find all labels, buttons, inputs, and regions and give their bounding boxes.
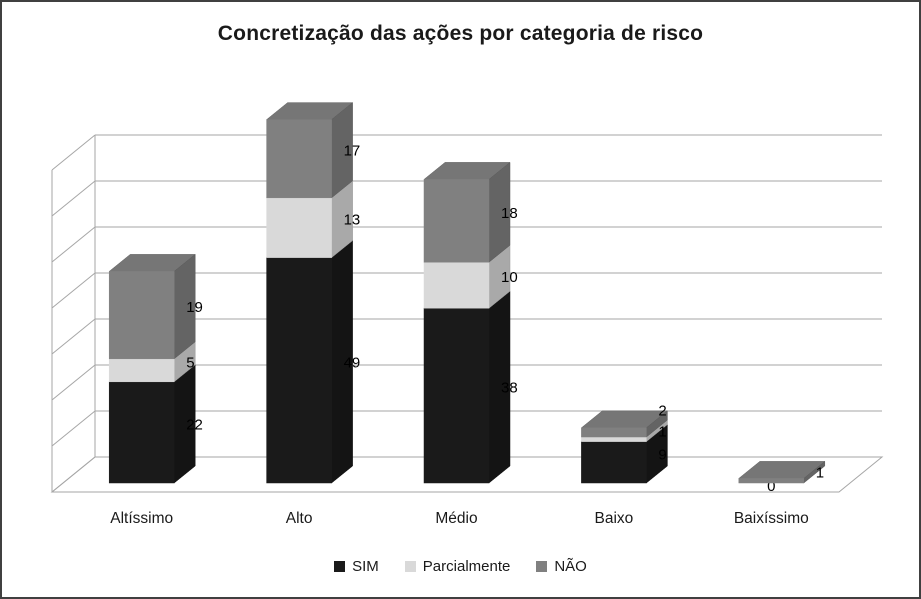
legend-label-parcialmente: Parcialmente	[422, 558, 511, 575]
bar-segment-c2-s1-front-face	[423, 261, 490, 309]
legend-item-nao: NÃO	[536, 558, 587, 575]
data-label-c3-s2: 2	[658, 402, 666, 419]
bar-segment-c0-s2-front-face	[108, 271, 175, 360]
legend-swatch-nao	[536, 561, 548, 572]
bar-segment-c3-s1-front-face	[581, 436, 647, 442]
gridline-depth-connector	[51, 226, 96, 263]
data-label-c1-s2: 17	[344, 143, 361, 160]
data-label-c3-s1: 1	[658, 423, 666, 440]
bar-segment-c0-s0-front-face	[108, 381, 175, 484]
bar-segment-c0-s1-front-face	[108, 358, 175, 383]
bar-segment-c3-s0-front-face	[581, 441, 647, 484]
data-label-c4-s0: 0	[767, 478, 775, 495]
bar-segment-c1-s1-front-face	[266, 197, 332, 258]
gridline-depth-connector	[51, 180, 96, 217]
gridline-depth-connector	[51, 410, 96, 447]
legend-label-sim: SIM	[352, 558, 379, 575]
bar-segment-c1-s2-front-face	[266, 119, 332, 199]
data-label-c0-s2: 19	[186, 299, 203, 316]
category-label-3: Baixo	[595, 510, 634, 527]
legend: SIM Parcialmente NÃO	[2, 558, 919, 575]
gridline-depth-connector	[51, 364, 96, 401]
category-label-0: Altíssimo	[110, 510, 173, 527]
data-label-c2-s1: 10	[501, 269, 518, 286]
bar-segment-c3-s2-front-face	[581, 427, 647, 438]
data-label-c4-s2: 1	[816, 465, 824, 482]
data-label-c0-s1: 5	[186, 354, 194, 371]
legend-item-sim: SIM	[334, 558, 379, 575]
legend-item-parcialmente: Parcialmente	[404, 558, 511, 575]
gridline-depth-connector	[51, 272, 96, 309]
bar-segment-c2-s0-front-face	[423, 307, 490, 484]
data-label-c0-s0: 22	[186, 416, 203, 433]
category-label-4: Baixíssimo	[734, 510, 809, 527]
floor	[50, 456, 884, 493]
category-label-2: Médio	[435, 510, 477, 527]
bar-segment-c4-s2-front-face	[738, 478, 805, 484]
legend-swatch-sim	[334, 561, 346, 572]
gridline-depth-connector	[51, 134, 96, 171]
data-label-c2-s2: 18	[501, 205, 518, 222]
data-label-c2-s0: 38	[501, 380, 518, 397]
bar-segment-c2-s2-front-face	[423, 179, 490, 263]
chart-title: Concretização das ações por categoria de…	[217, 22, 704, 45]
data-label-c1-s0: 49	[344, 354, 361, 371]
legend-label-nao: NÃO	[554, 558, 587, 575]
data-label-c3-s0: 9	[658, 446, 666, 463]
category-label-1: Alto	[286, 510, 313, 527]
legend-swatch-parcialmente	[404, 561, 416, 572]
data-label-c1-s1: 13	[344, 212, 361, 229]
gridline-depth-connector	[51, 318, 96, 355]
bar-segment-c1-s0-front-face	[266, 257, 332, 484]
